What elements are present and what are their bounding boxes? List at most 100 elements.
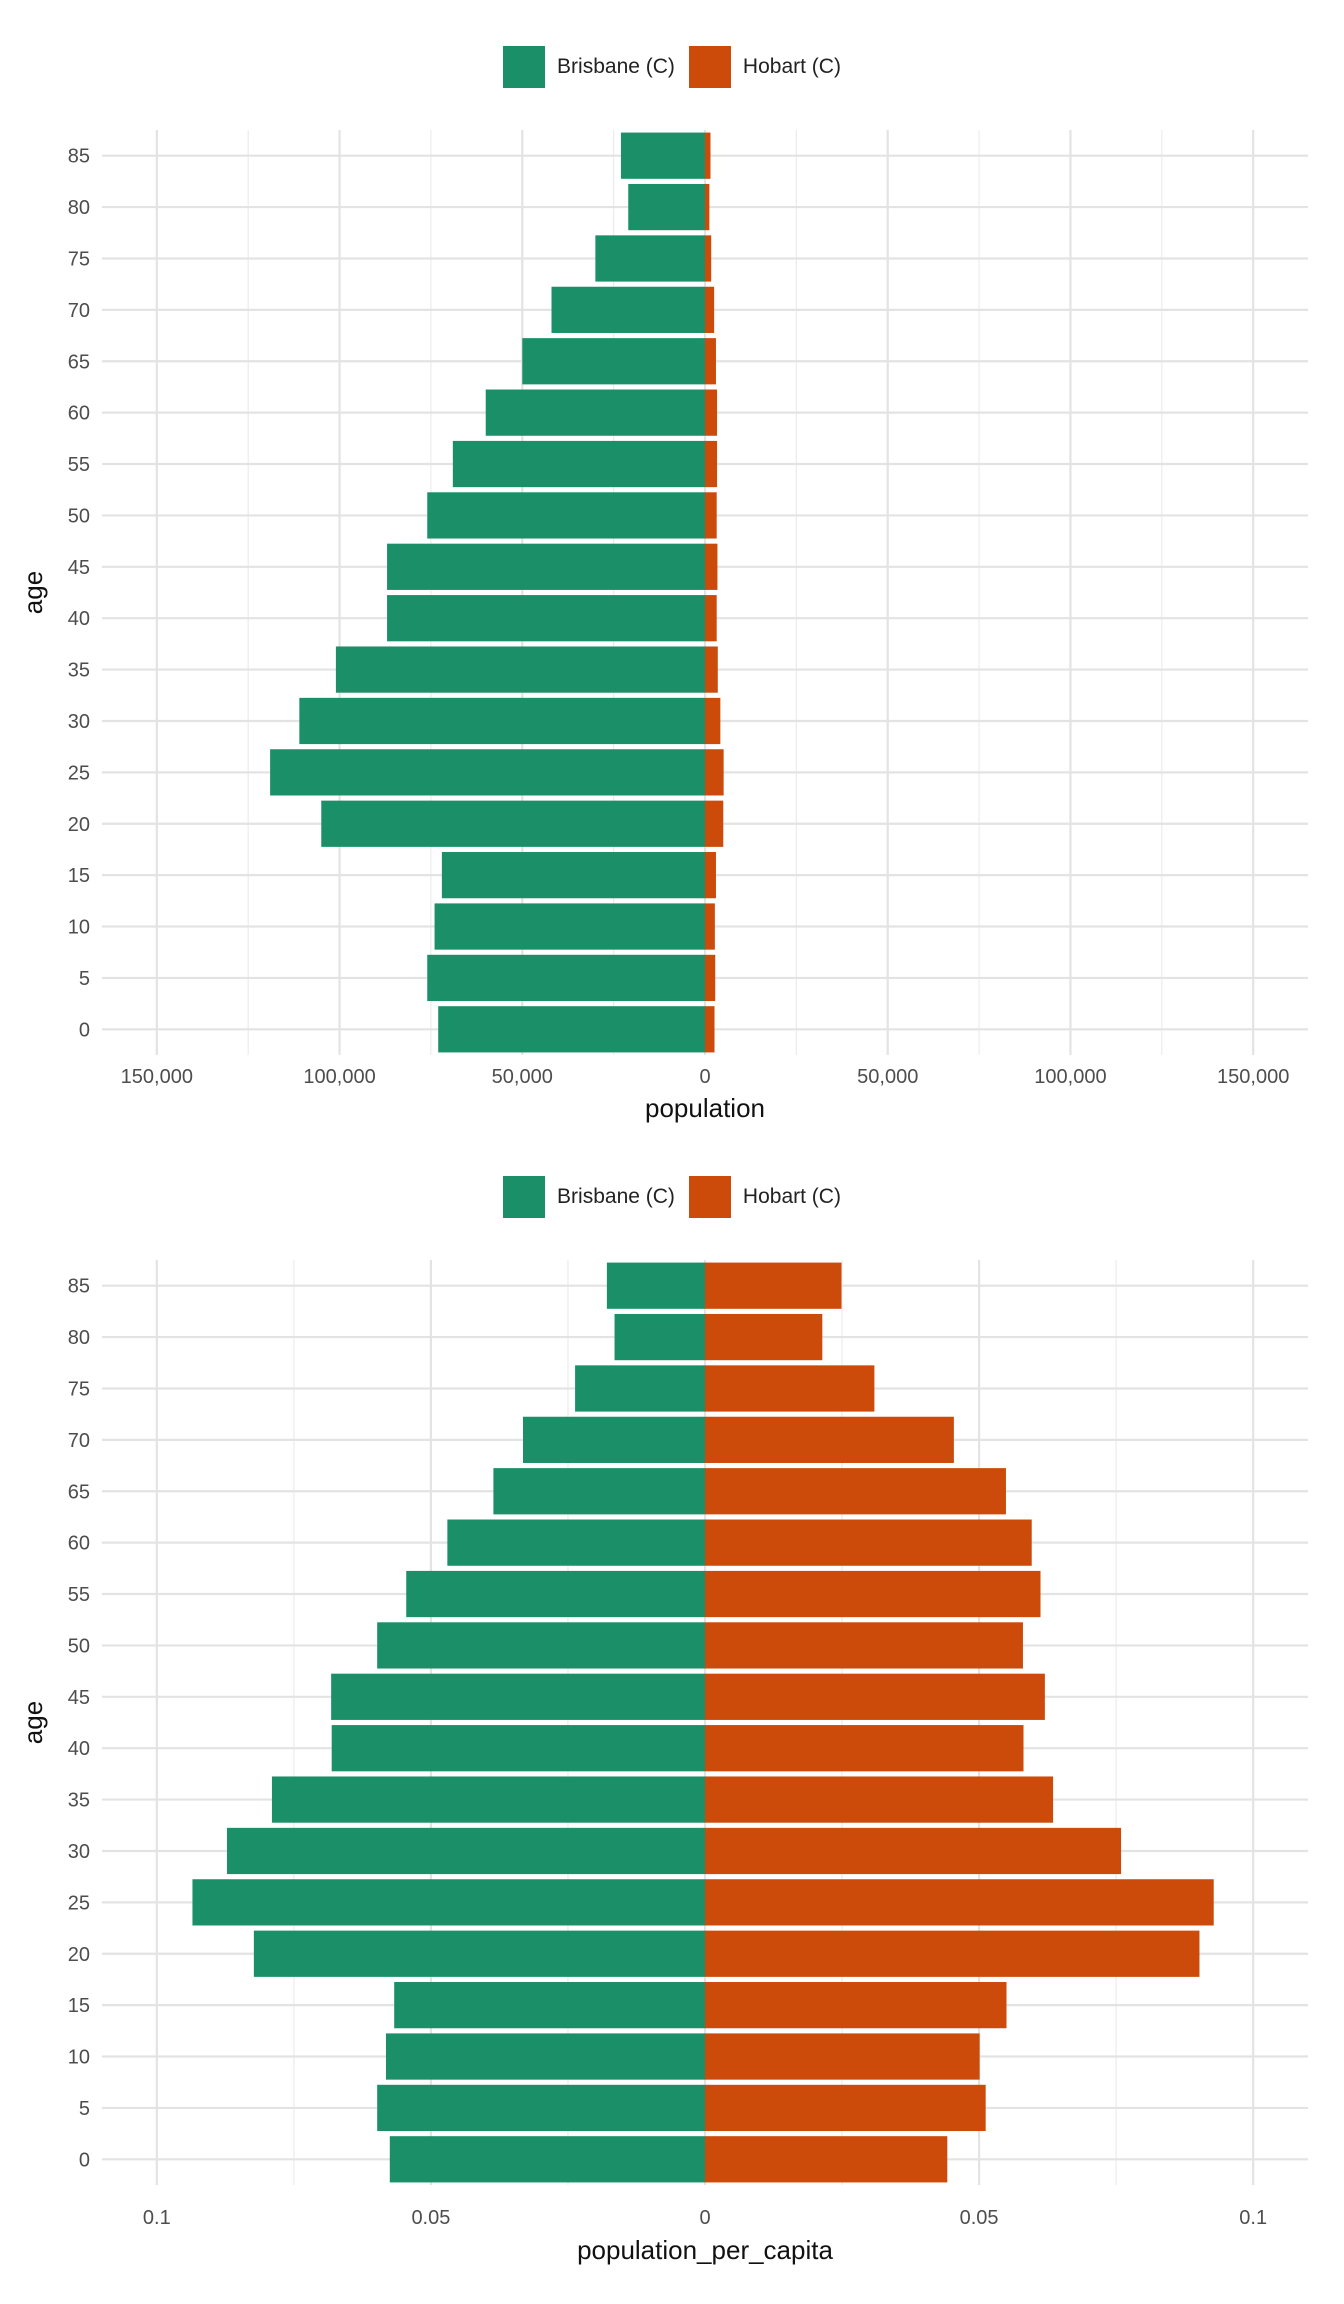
legend-item-brisbane: Brisbane (C) <box>503 1176 675 1218</box>
bar-brisbane <box>226 1827 705 1875</box>
legend-label-hobart: Hobart (C) <box>742 55 841 78</box>
bar-hobart <box>705 440 718 488</box>
bar-brisbane <box>575 1365 705 1412</box>
bar-hobart <box>705 852 716 899</box>
bar-hobart <box>705 338 716 385</box>
bar-brisbane <box>523 1416 705 1463</box>
bar-brisbane <box>377 1622 705 1669</box>
bar-brisbane <box>447 1519 705 1566</box>
bar-hobart <box>705 492 717 539</box>
legend-swatch-brisbane <box>503 1176 546 1218</box>
y-tick-label: 10 <box>68 2047 90 2069</box>
y-tick-label: 0 <box>79 2149 90 2171</box>
y-tick-label: 10 <box>68 917 90 939</box>
bar-brisbane <box>628 183 705 231</box>
legend-swatch-brisbane <box>503 46 546 88</box>
bar-hobart <box>705 1365 875 1412</box>
y-tick-label: 45 <box>68 557 90 579</box>
legend-swatch-hobart <box>688 1176 731 1218</box>
y-tick-label: 75 <box>68 1378 90 1400</box>
y-tick-label: 60 <box>68 1533 90 1555</box>
x-tick-label: 150,000 <box>121 1066 193 1088</box>
y-tick-label: 80 <box>68 197 90 219</box>
y-tick-label: 75 <box>68 248 90 270</box>
x-tick-label: 0.05 <box>960 2207 999 2229</box>
bar-hobart <box>705 1262 842 1309</box>
bar-brisbane <box>427 492 705 539</box>
y-tick-label: 65 <box>68 351 90 373</box>
bar-hobart <box>705 1725 1024 1772</box>
bar-brisbane <box>620 132 705 179</box>
y-tick-label: 35 <box>68 660 90 682</box>
x-tick-label: 0 <box>699 2207 710 2229</box>
bar-hobart <box>705 286 715 333</box>
y-tick-label: 55 <box>68 1584 90 1606</box>
bar-hobart <box>705 646 718 693</box>
y-tick-label: 45 <box>68 1687 90 1709</box>
legend-item-hobart: Hobart (C) <box>688 1176 841 1218</box>
legend-swatch-hobart <box>688 46 731 88</box>
bar-hobart <box>705 389 718 436</box>
bar-brisbane <box>441 852 705 899</box>
legend-1: Brisbane (C) Hobart (C) <box>0 45 1344 89</box>
y-tick-label: 25 <box>68 762 90 784</box>
y-tick-label: 20 <box>68 1944 90 1966</box>
bar-brisbane <box>253 1930 705 1977</box>
x-tick-label: 0 <box>699 1066 710 1088</box>
bar-hobart <box>705 1673 1045 1720</box>
y-tick-label: 65 <box>68 1481 90 1503</box>
bar-hobart <box>705 954 716 1002</box>
bar-brisbane <box>427 954 705 1002</box>
bar-hobart <box>705 2033 980 2080</box>
bar-hobart <box>705 800 724 847</box>
chart-population: 0 5 10 15 20 25 30 35 40 45 50 55 60 65 70 75 80 85 150,00… <box>18 130 1308 1123</box>
legend-item-brisbane: Brisbane (C) <box>503 46 675 88</box>
bar-brisbane <box>385 2033 705 2080</box>
bar-hobart <box>705 1519 1032 1566</box>
y-tick-label: 70 <box>68 300 90 322</box>
y-tick-label: 80 <box>68 1327 90 1349</box>
bar-brisbane <box>270 749 705 796</box>
bar-hobart <box>705 543 718 590</box>
bar-brisbane <box>321 800 705 847</box>
legend-label-brisbane: Brisbane (C) <box>557 1185 675 1208</box>
bar-hobart <box>705 595 717 642</box>
y-tick-label: 40 <box>68 1738 90 1760</box>
y-tick-label: 5 <box>79 968 90 990</box>
bar-brisbane <box>331 1673 705 1720</box>
x-tick-label: 100,000 <box>303 1066 375 1088</box>
bar-hobart <box>705 2084 986 2132</box>
bar-brisbane <box>192 1879 705 1926</box>
y-tick-label: 50 <box>68 1635 90 1657</box>
x-tick-label: 150,000 <box>1217 1066 1289 1088</box>
bar-hobart <box>705 1622 1023 1669</box>
bar-hobart <box>705 903 715 950</box>
x-tick-label: 50,000 <box>492 1066 553 1088</box>
x-tick-label: 0.1 <box>143 2207 171 2229</box>
bar-hobart <box>705 1570 1041 1618</box>
bar-brisbane <box>389 2136 705 2183</box>
x-tick-label: 0.05 <box>411 2207 450 2229</box>
bar-brisbane <box>452 440 705 488</box>
y-tick-label: 70 <box>68 1430 90 1452</box>
bar-brisbane <box>434 903 705 950</box>
bar-hobart <box>705 1827 1122 1875</box>
legend-label-hobart: Hobart (C) <box>742 1185 841 1208</box>
y-tick-label: 85 <box>68 146 90 168</box>
bar-brisbane <box>485 389 705 436</box>
y-tick-label: 60 <box>68 403 90 425</box>
y-tick-label: 25 <box>68 1892 90 1914</box>
bar-hobart <box>705 235 712 282</box>
bar-brisbane <box>335 646 705 693</box>
bar-brisbane <box>387 595 705 642</box>
bar-brisbane <box>493 1468 705 1515</box>
y-axis-title: age <box>18 571 48 614</box>
chart-population-per-capita: 0 5 10 15 20 25 30 35 40 45 50 55 60 65 70 75 80 85 0.1 0.0… <box>18 1260 1308 2265</box>
x-tick-label: 50,000 <box>857 1066 918 1088</box>
x-axis-title: population_per_capita <box>577 2235 833 2265</box>
legend-item-hobart: Hobart (C) <box>688 46 841 88</box>
y-tick-label: 55 <box>68 454 90 476</box>
bar-brisbane <box>551 286 705 333</box>
bar-hobart <box>705 1468 1006 1515</box>
bar-hobart <box>705 132 711 179</box>
